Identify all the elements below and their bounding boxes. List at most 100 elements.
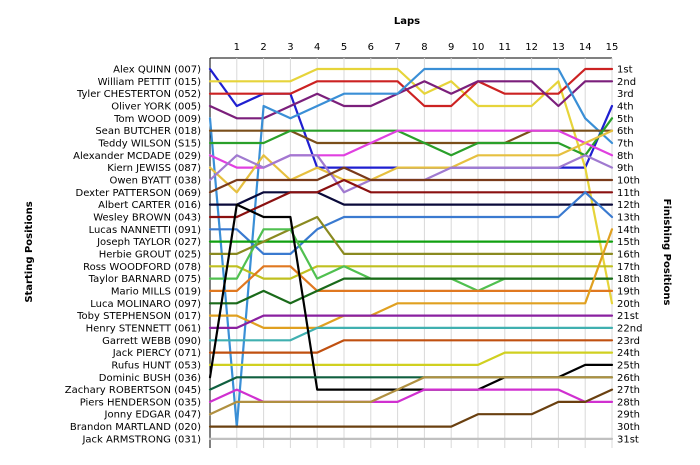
lap-tick-5: 5: [341, 42, 347, 53]
series-line-5: [208, 67, 614, 428]
series-line-17: [208, 265, 614, 280]
start-label-21: Toby STEPHENSON (017): [76, 311, 201, 322]
lap-tick-13: 13: [552, 42, 565, 53]
start-label-14: Lucas NANNETTI (091): [89, 225, 202, 236]
series-line-28: [208, 388, 614, 403]
start-label-12: Albert CARTER (016): [98, 200, 201, 211]
start-label-6: Sean BUTCHER (018): [95, 126, 201, 137]
finish-label-31: 31st: [617, 434, 639, 445]
finish-label-15: 15th: [617, 237, 640, 248]
finish-label-5: 5th: [617, 114, 634, 125]
start-label-2: William PETTIT (015): [98, 77, 201, 88]
lap-tick-11: 11: [498, 42, 511, 53]
start-label-9: Kiern JEWISS (087): [107, 163, 201, 174]
series-line-12: [208, 191, 614, 206]
series-line-13: [208, 178, 614, 219]
series-line-20: [208, 277, 614, 305]
start-label-3: Tyler CHESTERTON (052): [76, 89, 201, 100]
finish-label-7: 7th: [617, 138, 634, 149]
finish-label-29: 29th: [617, 410, 640, 421]
series-line-1: [208, 67, 614, 169]
finish-label-28: 28th: [617, 397, 640, 408]
finish-label-9: 9th: [617, 163, 634, 174]
finish-label-19: 19th: [617, 286, 640, 297]
y-axis-title-right: Finishing Positions: [661, 199, 672, 306]
start-label-23: Garrett WEBB (090): [102, 336, 201, 347]
lap-tick-4: 4: [314, 42, 320, 53]
y-axis-title-left: Starting Positions: [24, 201, 35, 302]
start-label-11: Dexter PATTERSON (069): [76, 188, 202, 199]
position-lines: [208, 67, 614, 440]
lap-tick-3: 3: [287, 42, 293, 53]
start-label-5: Tom WOOD (009): [113, 114, 201, 125]
lap-tick-15: 15: [606, 42, 619, 53]
lap-tick-12: 12: [525, 42, 538, 53]
start-label-7: Teddy WILSON (S15): [97, 138, 201, 149]
finish-label-24: 24th: [617, 348, 640, 359]
lap-tick-labels: 1 2 3 4 5 6 7 8 9 10 11 12 13 14 15: [234, 42, 619, 53]
lap-tick-8: 8: [421, 42, 427, 53]
series-line-9: [208, 129, 614, 194]
start-label-31: Jack ARMSTRONG (031): [81, 434, 201, 445]
finish-label-3: 3rd: [617, 89, 634, 100]
finish-label-17: 17th: [617, 262, 640, 273]
finish-label-26: 26th: [617, 373, 640, 384]
lap-tick-6: 6: [368, 42, 374, 53]
start-label-16: Herbie GROUT (025): [99, 249, 201, 260]
finish-label-14: 14th: [617, 225, 640, 236]
start-label-29: Jonny EDGAR (047): [104, 410, 202, 421]
start-label-18: Taylor BARNARD (075): [88, 274, 201, 285]
start-label-17: Ross WOODFORD (078): [83, 262, 201, 273]
start-label-1: Alex QUINN (007): [113, 65, 201, 76]
lap-tick-9: 9: [448, 42, 454, 53]
finish-label-25: 25th: [617, 360, 640, 371]
x-axis-title: Laps: [394, 16, 420, 27]
series-line-14: [208, 191, 614, 255]
finish-label-8: 8th: [617, 151, 634, 162]
finish-label-4: 4th: [617, 101, 634, 112]
finish-label-12: 12th: [617, 200, 640, 211]
series-line-19: [208, 265, 614, 292]
finish-label-18: 18th: [617, 274, 640, 285]
start-label-13: Wesley BROWN (043): [93, 212, 201, 223]
finish-label-10: 10th: [617, 175, 640, 186]
lap-tick-1: 1: [234, 42, 240, 53]
finish-label-22: 22nd: [617, 323, 642, 334]
start-label-8: Alexander MCDADE (029): [73, 151, 201, 162]
start-label-4: Oliver YORK (005): [111, 101, 201, 112]
series-line-25: [208, 351, 614, 366]
lap-tick-10: 10: [472, 42, 485, 53]
start-label-22: Henry STENNETT (061): [86, 323, 201, 334]
lap-tick-7: 7: [394, 42, 400, 53]
series-line-24: [208, 339, 614, 354]
series-line-23: [208, 326, 614, 342]
finish-label-27: 27th: [617, 385, 640, 396]
finish-label-2: 2nd: [617, 77, 636, 88]
series-line-11: [208, 166, 614, 194]
finish-label-30: 30th: [617, 422, 640, 433]
lap-tick-14: 14: [579, 42, 592, 53]
starting-position-labels: Alex QUINN (007)William PETTIT (015)Tyle…: [65, 65, 201, 446]
series-line-21: [208, 228, 614, 329]
finish-label-20: 20th: [617, 299, 640, 310]
finish-label-6: 6th: [617, 126, 634, 137]
lap-tick-2: 2: [260, 42, 266, 53]
series-line-16: [208, 215, 614, 255]
series-line-29: [208, 376, 614, 416]
start-label-30: Brandon MARTLAND (020): [70, 422, 201, 433]
series-line-26: [208, 203, 614, 391]
series-line-2: [208, 67, 614, 305]
series-line-30: [208, 388, 614, 428]
start-label-26: Dominic BUSH (036): [99, 373, 201, 384]
finish-label-1: 1st: [617, 65, 633, 76]
series-line-7: [208, 117, 614, 157]
start-label-10: Owen BYATT (038): [109, 175, 201, 186]
finish-label-16: 16th: [617, 249, 640, 260]
start-label-27: Zachary ROBERTSON (045): [65, 385, 201, 396]
start-label-15: Joseph TAYLOR (027): [96, 237, 201, 248]
start-label-25: Rufus HUNT (053): [111, 360, 201, 371]
start-label-24: Jack PIERCY (071): [112, 348, 201, 359]
finish-label-11: 11th: [617, 188, 640, 199]
